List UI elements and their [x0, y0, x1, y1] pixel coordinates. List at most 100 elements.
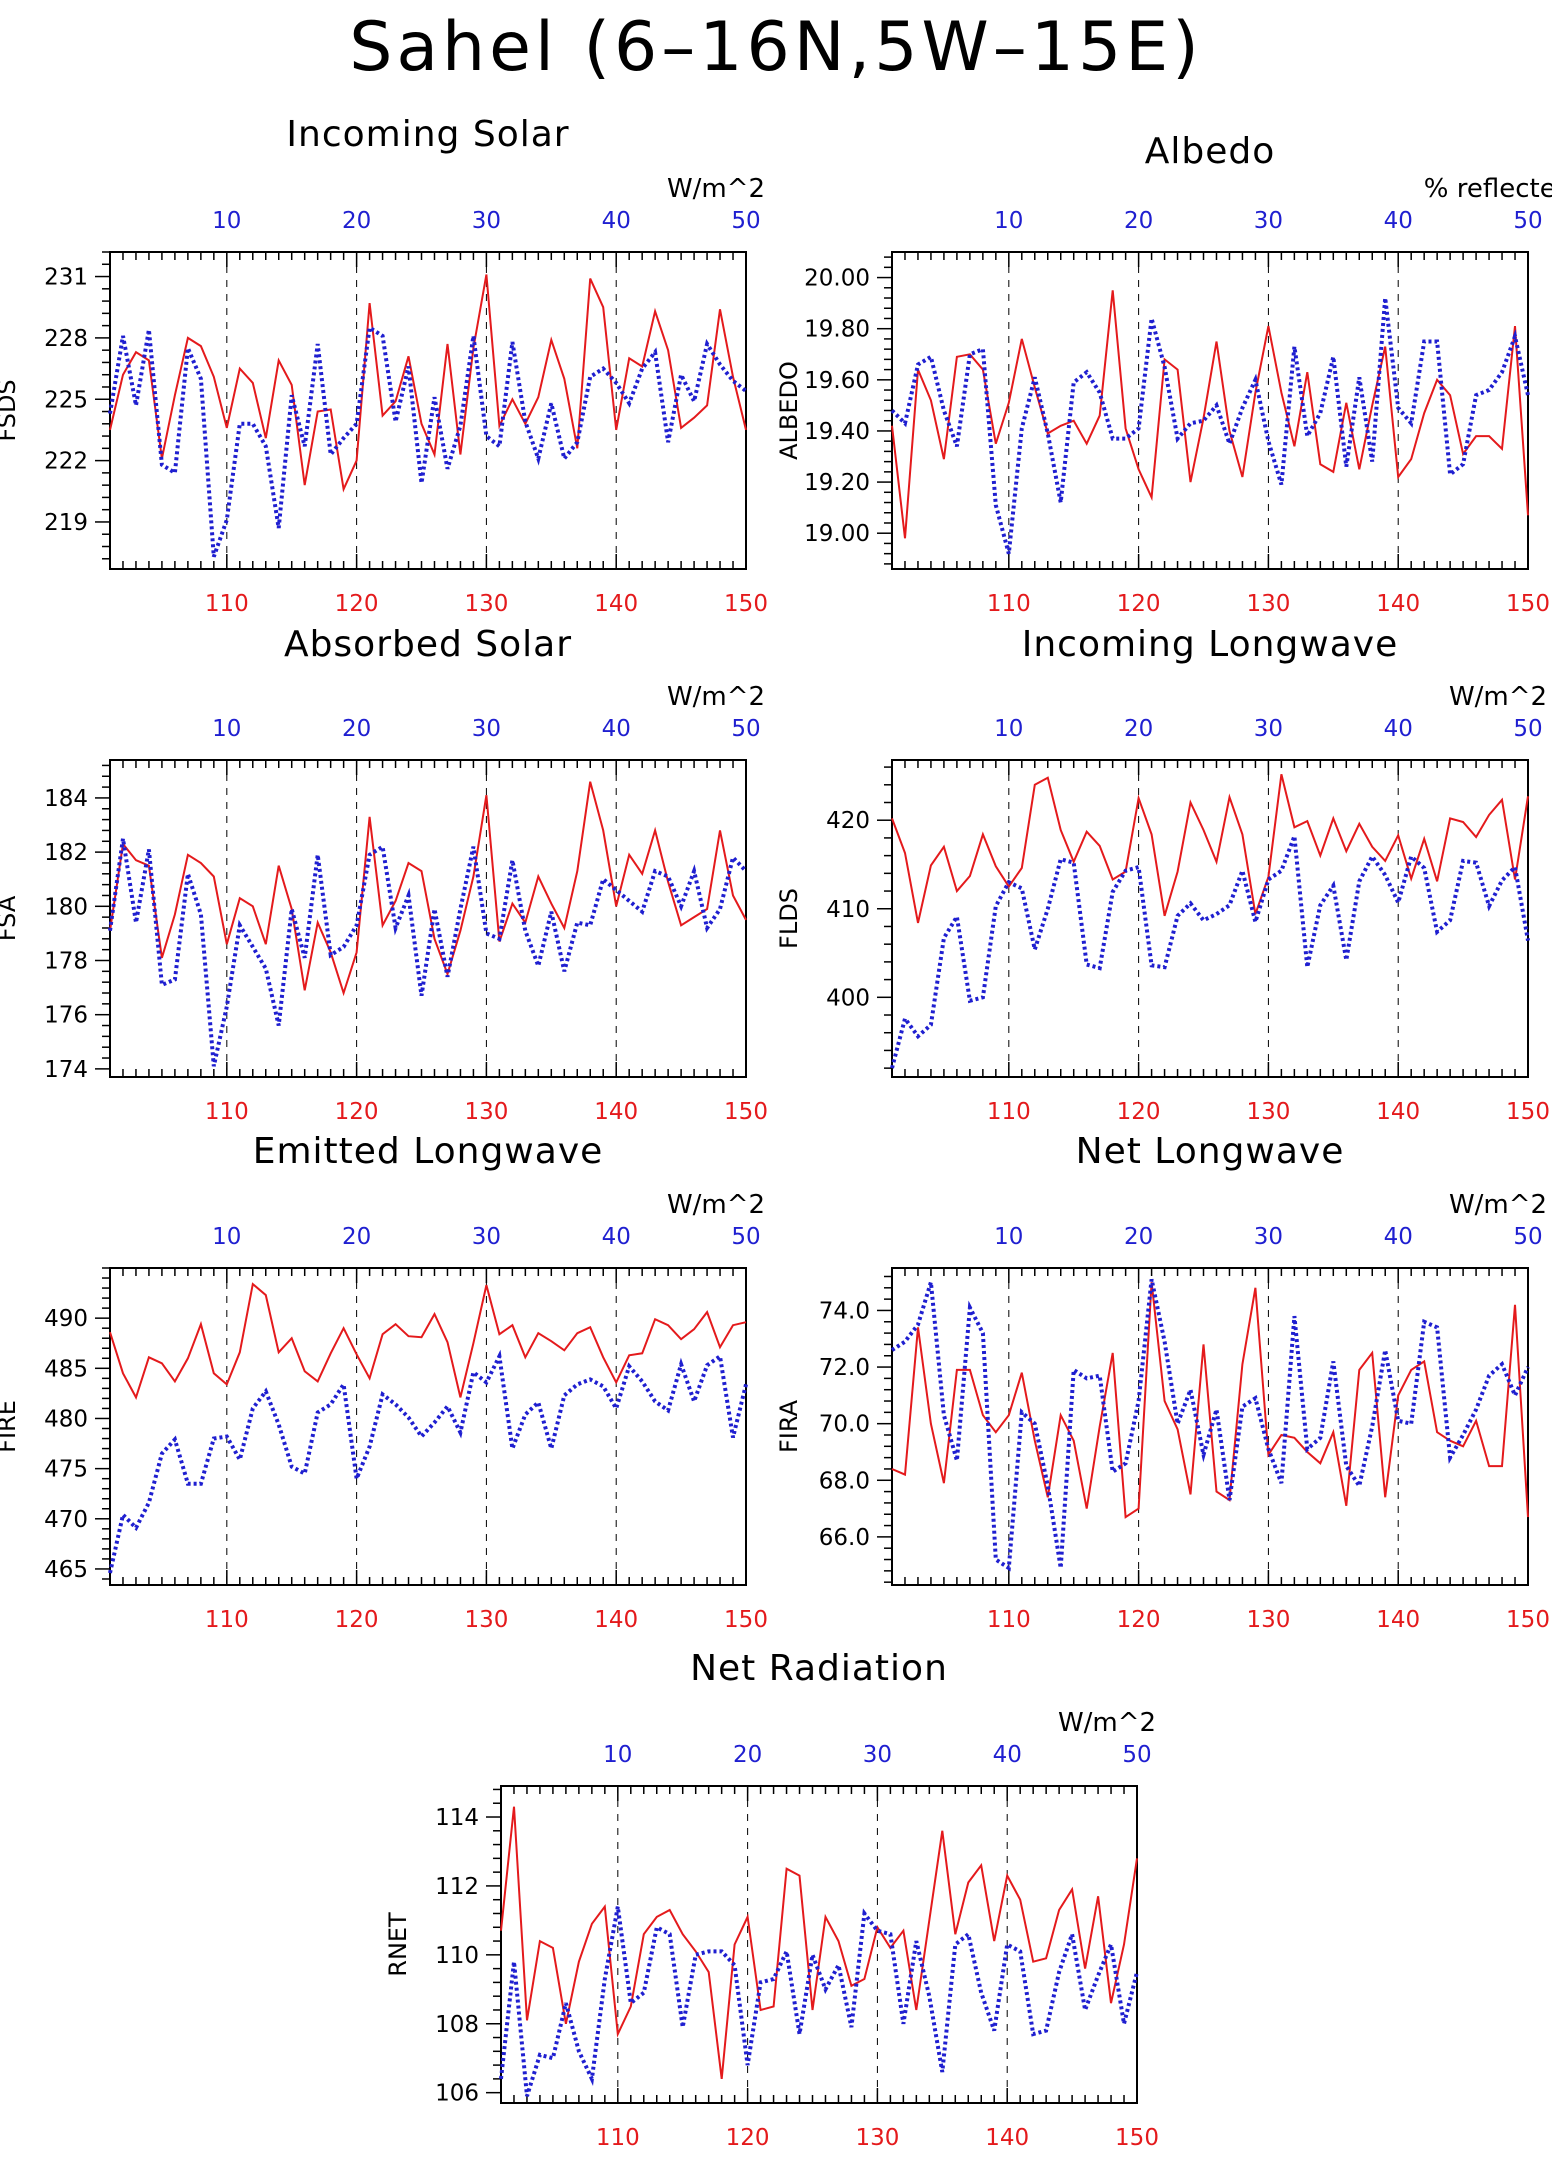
x-tick-label-top: 50: [1513, 1224, 1542, 1250]
x-tick-label-top: 40: [602, 716, 631, 742]
panel-title: Incoming Solar: [286, 114, 569, 155]
x-tick-label-top: 30: [863, 1742, 892, 1768]
x-tick-label-bottom: 110: [596, 2125, 640, 2151]
y-tick-label: 110: [435, 1943, 479, 1969]
panel-title: Net Radiation: [690, 1648, 948, 1689]
x-tick-label-top: 50: [731, 716, 760, 742]
x-tick-label-bottom: 150: [724, 1099, 768, 1125]
series-line-blue-dotted: [499, 1906, 1139, 2097]
x-tick-label-bottom: 140: [1376, 1099, 1420, 1125]
unit-label: W/m^2: [667, 682, 765, 712]
y-tick-label: 410: [826, 897, 870, 923]
x-tick-label-top: 10: [994, 1224, 1023, 1250]
x-tick-label-top: 30: [1254, 716, 1283, 742]
y-tick-label: 108: [435, 2012, 479, 2038]
chart-panel-6: Net Longwave W/m^2 FIRA 110 120 130 140 150 10 20…: [775, 1131, 1550, 1633]
x-tick-label-bottom: 130: [464, 1099, 508, 1125]
series-line-red-solid: [891, 290, 1529, 539]
unit-label: W/m^2: [1058, 1708, 1156, 1738]
y-tick-label: 225: [44, 387, 88, 413]
y-tick-label: 470: [44, 1507, 88, 1533]
x-tick-label-bottom: 150: [1115, 2125, 1159, 2151]
x-tick-label-top: 20: [342, 1224, 371, 1250]
plot-frame: [500, 1785, 1138, 2104]
y-tick-label: 20.00: [804, 266, 870, 292]
plot-frame: [891, 1267, 1529, 1586]
y-tick-label: 19.00: [804, 521, 870, 547]
x-tick-label-bottom: 150: [724, 591, 768, 617]
x-tick-label-bottom: 130: [464, 1607, 508, 1633]
x-tick-label-bottom: 120: [335, 591, 379, 617]
x-tick-label-bottom: 150: [1506, 591, 1550, 617]
panel-title: Net Longwave: [1076, 1131, 1345, 1172]
x-tick-label-top: 40: [602, 1224, 631, 1250]
y-tick-label: 178: [44, 948, 88, 974]
x-tick-label-top: 10: [212, 716, 241, 742]
chart-panel-3: Absorbed Solar W/m^2 FSA 110 120 130 140 150 10 2…: [0, 624, 768, 1125]
y-tick-label: 19.20: [804, 470, 870, 496]
panel-title: Incoming Longwave: [1022, 624, 1399, 665]
y-tick-label: 74.0: [819, 1298, 870, 1324]
x-tick-label-top: 30: [472, 208, 501, 234]
y-tick-label: 19.40: [804, 419, 870, 445]
x-tick-label-top: 20: [733, 1742, 762, 1768]
y-tick-label: 231: [44, 265, 88, 291]
x-tick-label-top: 50: [1513, 716, 1542, 742]
y-tick-label: 480: [44, 1406, 88, 1432]
x-tick-label-bottom: 110: [987, 1099, 1031, 1125]
x-tick-label-top: 10: [212, 208, 241, 234]
x-tick-label-bottom: 140: [594, 591, 638, 617]
y-tick-label: 174: [44, 1057, 88, 1083]
series-line-red-solid: [891, 773, 1529, 924]
plot-frame: [109, 759, 747, 1078]
x-tick-label-top: 20: [1124, 208, 1153, 234]
x-tick-label-top: 10: [994, 208, 1023, 234]
y-tick-label: 222: [44, 449, 88, 475]
x-tick-label-top: 20: [342, 208, 371, 234]
y-axis-label: FSDS: [0, 379, 21, 441]
chart-panel-2: Albedo % reflected ALBEDO 110 120 130 140 150 10…: [775, 131, 1552, 617]
x-tick-label-bottom: 150: [724, 1607, 768, 1633]
x-tick-label-bottom: 130: [1246, 1099, 1290, 1125]
y-tick-label: 19.80: [804, 317, 870, 343]
y-axis-label: ALBEDO: [775, 361, 803, 460]
x-tick-label-top: 40: [1384, 208, 1413, 234]
y-tick-label: 465: [44, 1557, 88, 1583]
x-tick-label-bottom: 140: [985, 2125, 1029, 2151]
y-tick-label: 228: [44, 326, 88, 352]
x-tick-label-bottom: 140: [594, 1607, 638, 1633]
unit-label: W/m^2: [667, 174, 765, 204]
x-tick-label-top: 30: [1254, 1224, 1283, 1250]
y-tick-label: 182: [44, 840, 88, 866]
panel-title: Absorbed Solar: [284, 624, 572, 665]
x-tick-label-bottom: 120: [1117, 1607, 1161, 1633]
y-axis-label: FSA: [0, 895, 21, 941]
x-tick-label-bottom: 130: [1246, 1607, 1290, 1633]
y-axis-label: FIRE: [0, 1400, 21, 1453]
x-tick-label-top: 20: [1124, 716, 1153, 742]
unit-label: W/m^2: [1449, 1190, 1547, 1220]
chart-panel-1: Incoming Solar W/m^2 FSDS 110 120 130 140 150 10…: [0, 114, 768, 617]
x-tick-label-top: 10: [212, 1224, 241, 1250]
chart-panel-7: Net Radiation W/m^2 RNET 110 120 130 140 150 10 2…: [384, 1648, 1159, 2151]
y-tick-label: 66.0: [819, 1525, 870, 1551]
series-line-blue-dotted: [108, 838, 748, 1067]
x-tick-label-bottom: 150: [1506, 1607, 1550, 1633]
y-tick-label: 112: [435, 1874, 479, 1900]
x-tick-label-top: 50: [731, 1224, 760, 1250]
y-tick-label: 180: [44, 894, 88, 920]
x-tick-label-top: 20: [1124, 1224, 1153, 1250]
series-line-red-solid: [500, 1806, 1138, 2080]
x-tick-label-top: 10: [994, 716, 1023, 742]
x-tick-label-bottom: 120: [335, 1099, 379, 1125]
x-tick-label-bottom: 140: [594, 1099, 638, 1125]
x-tick-label-bottom: 120: [1117, 1099, 1161, 1125]
unit-label: % reflected: [1424, 174, 1552, 204]
y-tick-label: 184: [44, 786, 88, 812]
x-tick-label-top: 40: [993, 1742, 1022, 1768]
y-tick-label: 19.60: [804, 368, 870, 394]
y-tick-label: 490: [44, 1306, 88, 1332]
x-tick-label-bottom: 110: [987, 1607, 1031, 1633]
x-tick-label-bottom: 120: [726, 2125, 770, 2151]
